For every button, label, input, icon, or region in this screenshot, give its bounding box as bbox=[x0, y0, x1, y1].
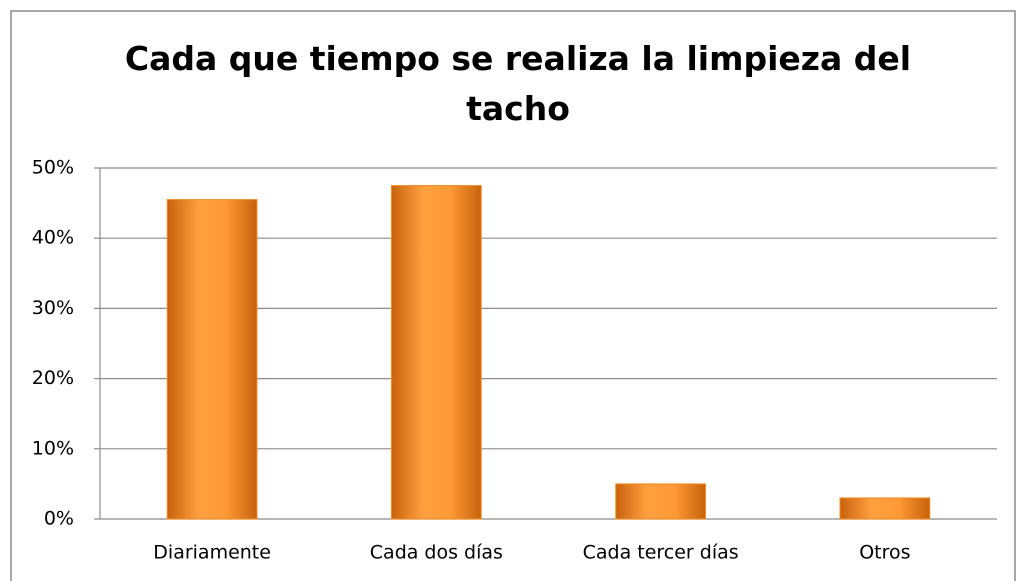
y-tick-label: 0% bbox=[44, 508, 74, 530]
y-tick-label: 10% bbox=[32, 437, 74, 459]
y-tick-label: 40% bbox=[32, 227, 74, 249]
chart-border bbox=[10, 10, 1016, 581]
bar bbox=[839, 497, 931, 520]
chart-title: Cada que tiempo se realiza la limpieza d… bbox=[124, 39, 912, 128]
y-tick-label: 50% bbox=[32, 157, 74, 179]
x-tick-label: Cada dos días bbox=[370, 542, 503, 564]
bar bbox=[391, 185, 482, 520]
bar bbox=[166, 199, 258, 520]
bar bbox=[615, 483, 706, 520]
x-tick-label: Otros bbox=[859, 542, 910, 564]
x-tick-label: Cada tercer días bbox=[583, 542, 739, 564]
y-tick-label: 20% bbox=[32, 367, 74, 389]
x-tick-label: Diariamente bbox=[153, 542, 271, 564]
y-tick-label: 30% bbox=[32, 297, 74, 319]
